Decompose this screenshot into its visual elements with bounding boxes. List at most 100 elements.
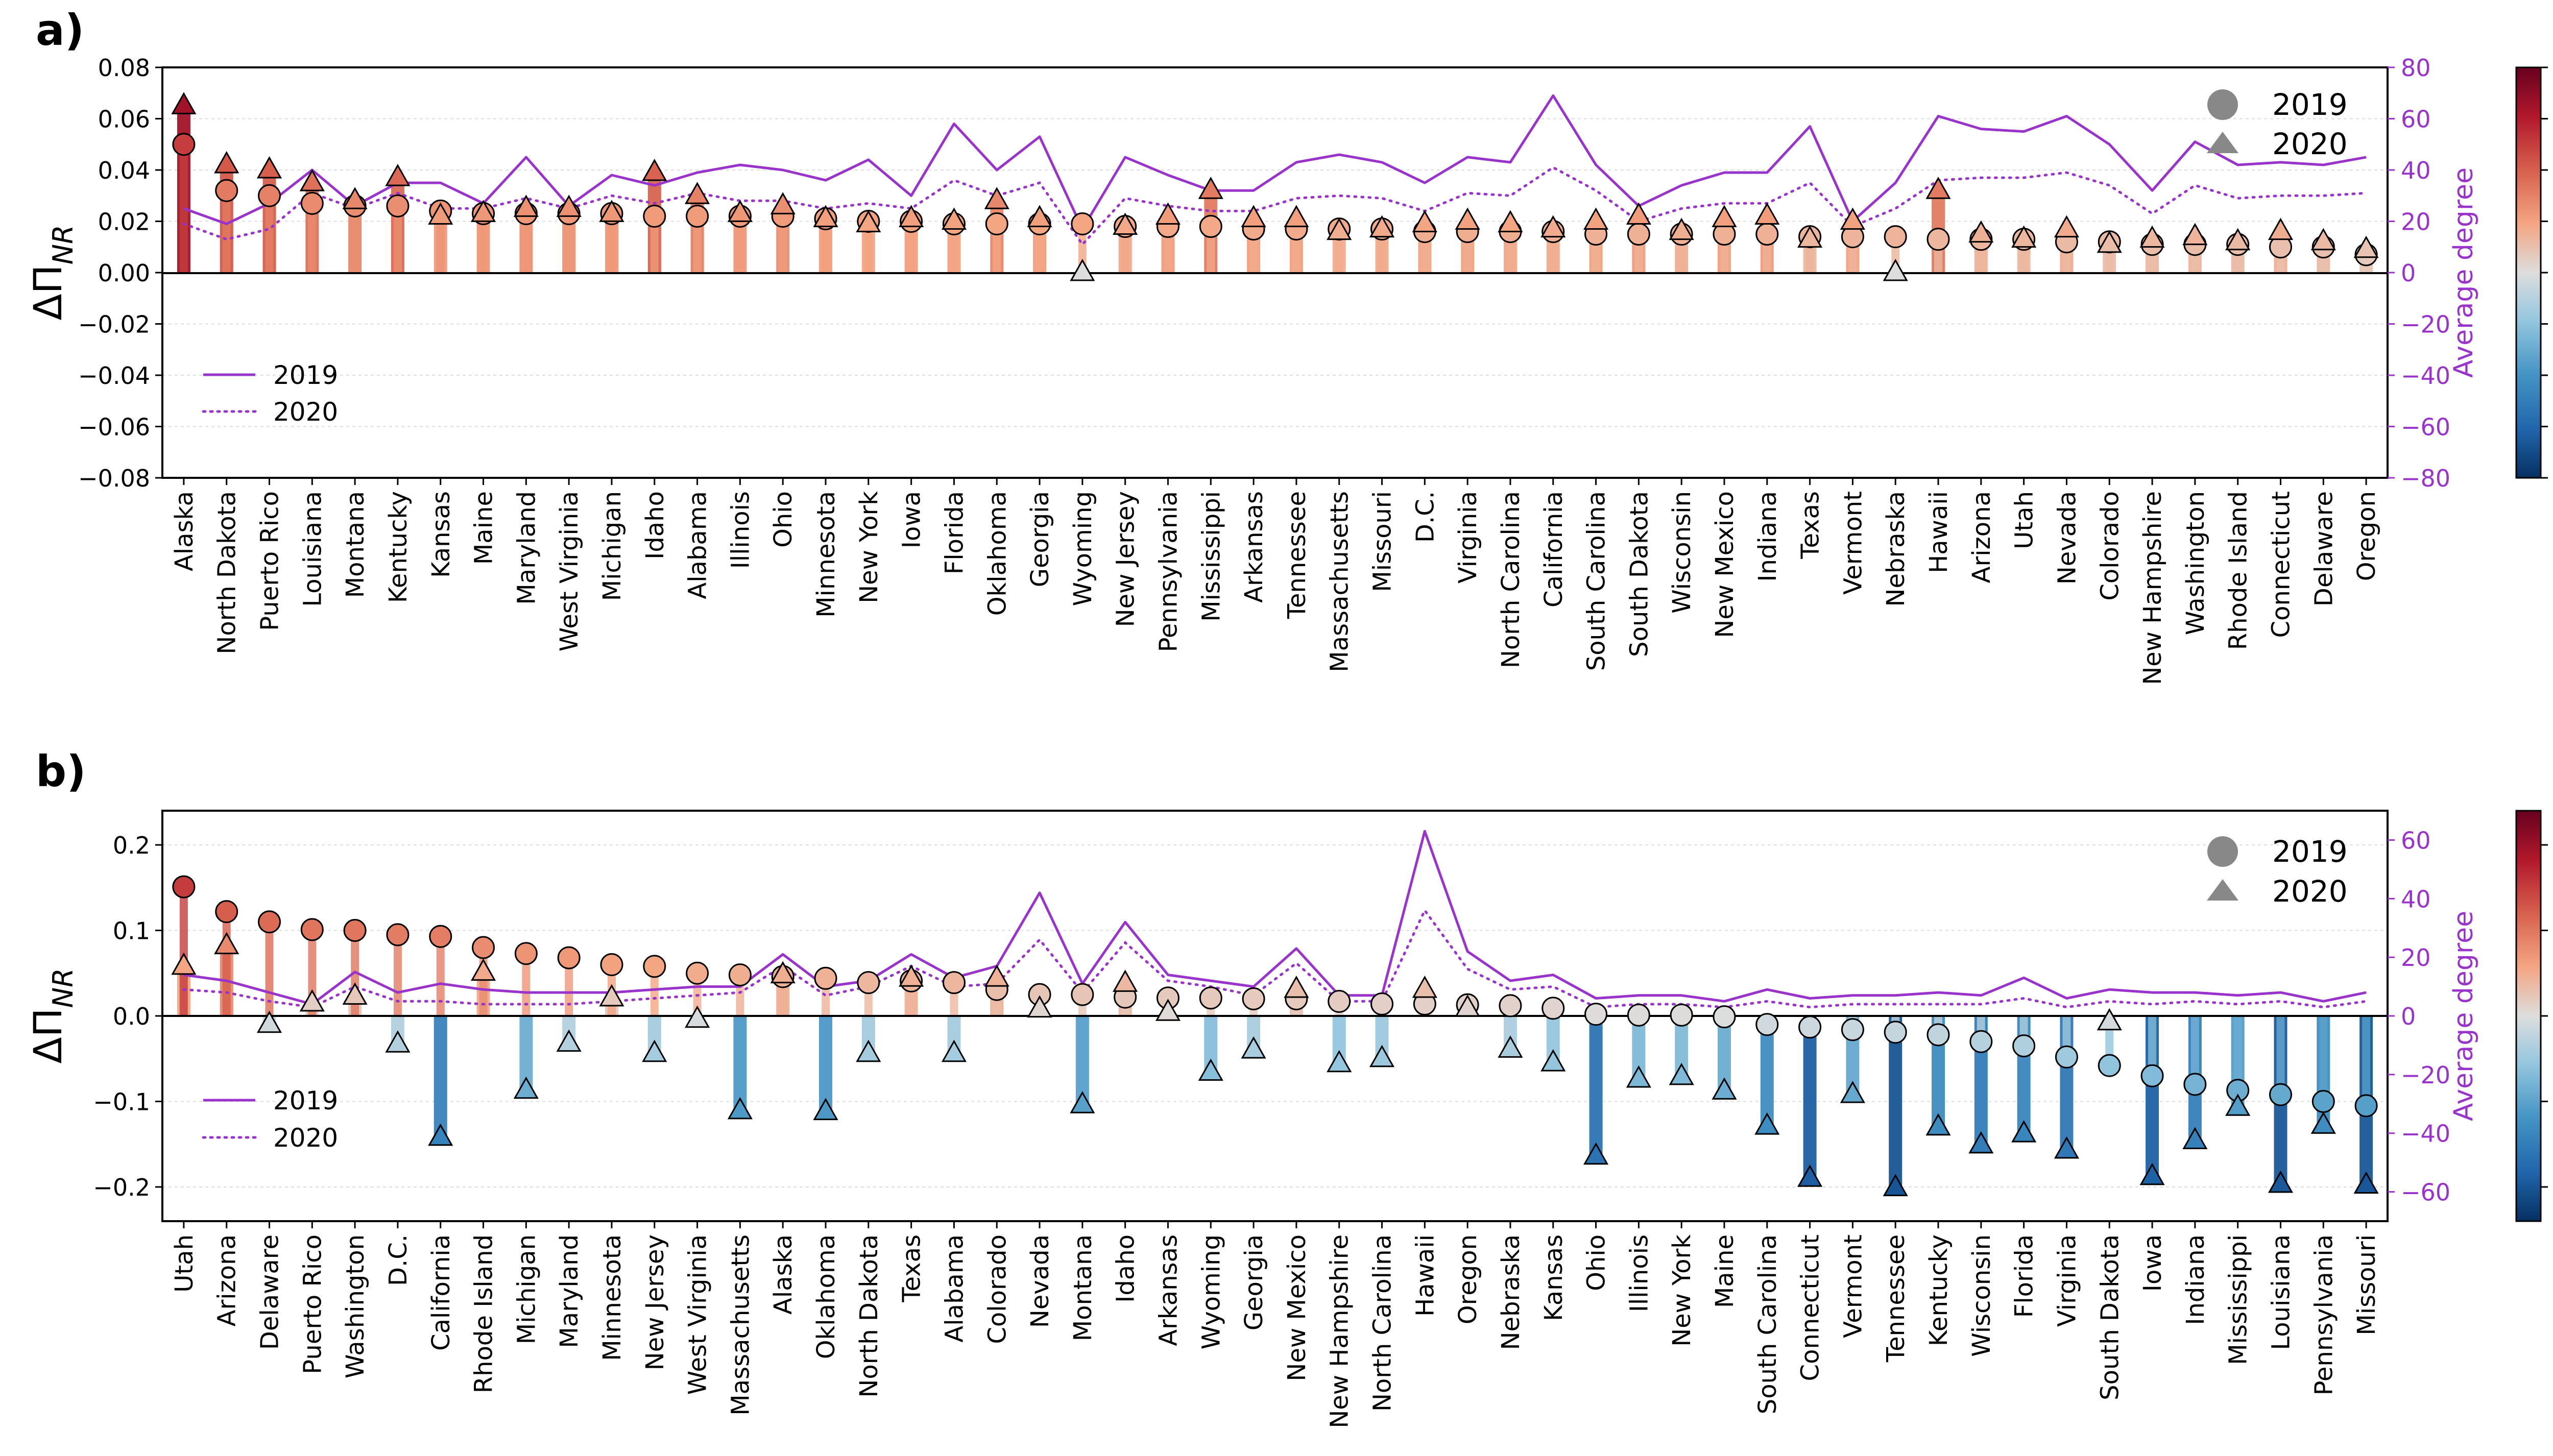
marker-2020 — [599, 984, 624, 1007]
stem-2019 — [2148, 1016, 2157, 1076]
x-tick-label: Arizona — [213, 1234, 242, 1326]
panel-a-colorbar — [2515, 66, 2542, 479]
marker-2020 — [1754, 202, 1780, 225]
x-tick-label: D.C. — [384, 1234, 413, 1286]
marker-2019 — [1627, 1003, 1650, 1027]
x-tick-label: Indiana — [2181, 1234, 2210, 1325]
marker-2020 — [1883, 1174, 1908, 1197]
y2-tick-label: −20 — [2401, 311, 2450, 338]
marker-2020 — [1113, 212, 1138, 235]
x-tick-label: Wisconsin — [1668, 491, 1696, 614]
y2-tick-label: −40 — [2401, 1120, 2450, 1148]
y-tick-label: 0.06 — [98, 106, 150, 133]
y-tick-label: −0.02 — [78, 311, 150, 338]
x-tick-label: South Carolina — [1753, 1234, 1782, 1414]
marker-2020 — [1626, 202, 1651, 225]
x-tick-label: Massachusetts — [1326, 491, 1354, 672]
marker-2019 — [343, 919, 367, 942]
stem-2019 — [950, 224, 958, 273]
panel-a-y-axis: −0.08 −0.06 −0.04 −0.02 0.00 0.02 0.04 0.06 0.08 — [78, 54, 162, 492]
x-tick-label: Mississippi — [2224, 1234, 2253, 1365]
x-tick-label: Louisiana — [2267, 1234, 2295, 1350]
marker-2019 — [2311, 1090, 2335, 1113]
stem-2019 — [907, 221, 916, 273]
x-tick-label: New Mexico — [1711, 491, 1739, 638]
stem-2019 — [1035, 224, 1044, 273]
marker-2020 — [2182, 223, 2208, 246]
y2-tick-label: 0 — [2401, 1003, 2416, 1030]
x-tick-label: Kentucky — [1924, 1234, 1953, 1346]
marker-2020 — [1241, 205, 1266, 227]
marker-2020 — [1583, 1142, 1609, 1165]
stem-2019 — [565, 958, 573, 1016]
x-tick-label: Indiana — [1753, 491, 1782, 582]
marker-2020 — [2310, 228, 2336, 251]
marker-2019 — [1242, 987, 1265, 1010]
marker-2020 — [1412, 976, 1437, 998]
panel-b-legend-lines: 2019 2020 — [202, 1086, 338, 1153]
marker-2020 — [770, 192, 796, 214]
stem-2019 — [393, 934, 402, 1016]
y2-tick-label: −80 — [2401, 465, 2450, 492]
line-2019-average-degree — [183, 830, 2367, 1006]
marker-2019 — [300, 918, 324, 941]
marker-2020 — [1712, 1077, 1737, 1100]
line-2020-average-degree — [182, 166, 2368, 247]
marker-2019 — [1670, 1003, 1693, 1027]
y-tick-label: 0.04 — [98, 157, 150, 184]
x-tick-label: Idaho — [641, 491, 669, 560]
marker-2020 — [513, 195, 539, 217]
x-tick-label: New Hampshire — [1326, 1234, 1354, 1428]
marker-2020 — [1626, 1065, 1651, 1088]
marker-2020 — [256, 1010, 282, 1033]
x-tick-label: Delaware — [256, 1234, 284, 1350]
marker-2019 — [258, 910, 281, 934]
marker-2020 — [2054, 1136, 2080, 1159]
legend-triangle-marker — [2207, 132, 2238, 153]
marker-2019 — [1071, 983, 1094, 1006]
x-tick-label: Texas — [1796, 491, 1825, 560]
x-tick-label: Virginia — [2053, 1234, 2081, 1327]
x-tick-label: North Dakota — [213, 491, 242, 654]
panel-b-colorbar — [2515, 810, 2542, 1222]
stem-2019 — [1121, 226, 1129, 273]
marker-2020 — [813, 205, 838, 227]
marker-2020 — [1840, 1081, 1865, 1103]
x-tick-label: Washington — [341, 1234, 370, 1378]
y-tick-label: −0.1 — [93, 1088, 150, 1116]
x-tick-label: Iowa — [2138, 1234, 2167, 1292]
x-tick-label: South Dakota — [2096, 1234, 2124, 1400]
x-tick-label: Tennessee — [1283, 491, 1311, 619]
panel-a-colorbar-ticks: −0.08−0.06−0.04−0.020.000.020.040.060.08 — [2541, 66, 2548, 479]
stem-2019 — [2276, 1016, 2285, 1095]
y2-tick-label: 60 — [2401, 106, 2431, 133]
x-tick-label: Montana — [341, 491, 370, 598]
marker-2019 — [686, 204, 709, 228]
y-tick-label: 0.0 — [113, 1003, 150, 1030]
marker-2020 — [342, 187, 368, 209]
marker-2019 — [2012, 1034, 2036, 1058]
legend-triangle-marker — [2207, 879, 2238, 901]
marker-2020 — [385, 164, 411, 186]
panel-b-y2label: Average degree — [2448, 911, 2479, 1121]
marker-2019 — [814, 966, 837, 990]
marker-2020 — [1797, 1164, 1823, 1187]
panel-b-colorbar-ticks: −0.2−0.10.00.10.2 — [2541, 844, 2548, 1188]
x-tick-label: Georgia — [1026, 491, 1054, 587]
stem-2019 — [864, 221, 873, 273]
marker-2019 — [1755, 223, 1779, 246]
line-2019-average-degree — [183, 94, 2367, 231]
panel-label-b: b) — [36, 746, 86, 796]
x-tick-label: Kansas — [427, 491, 455, 578]
x-tick-label: Nevada — [1026, 1234, 1054, 1328]
x-tick-label: Montana — [1069, 1234, 1097, 1341]
marker-2020 — [1369, 1045, 1395, 1067]
panel-b: b) −0.2 −0.1 0.0 0.1 0.2 −60 −40 −20 0 20 40 60 Ut… — [25, 746, 2548, 1428]
x-tick-label: North Dakota — [855, 1234, 883, 1398]
stem-2019 — [2190, 1016, 2199, 1084]
marker-2020 — [1669, 217, 1694, 240]
marker-2020 — [2268, 1170, 2294, 1193]
legend-circle-marker — [2207, 89, 2238, 120]
y-tick-label: 0.1 — [113, 917, 150, 945]
stem-2020 — [1889, 1016, 1902, 1188]
